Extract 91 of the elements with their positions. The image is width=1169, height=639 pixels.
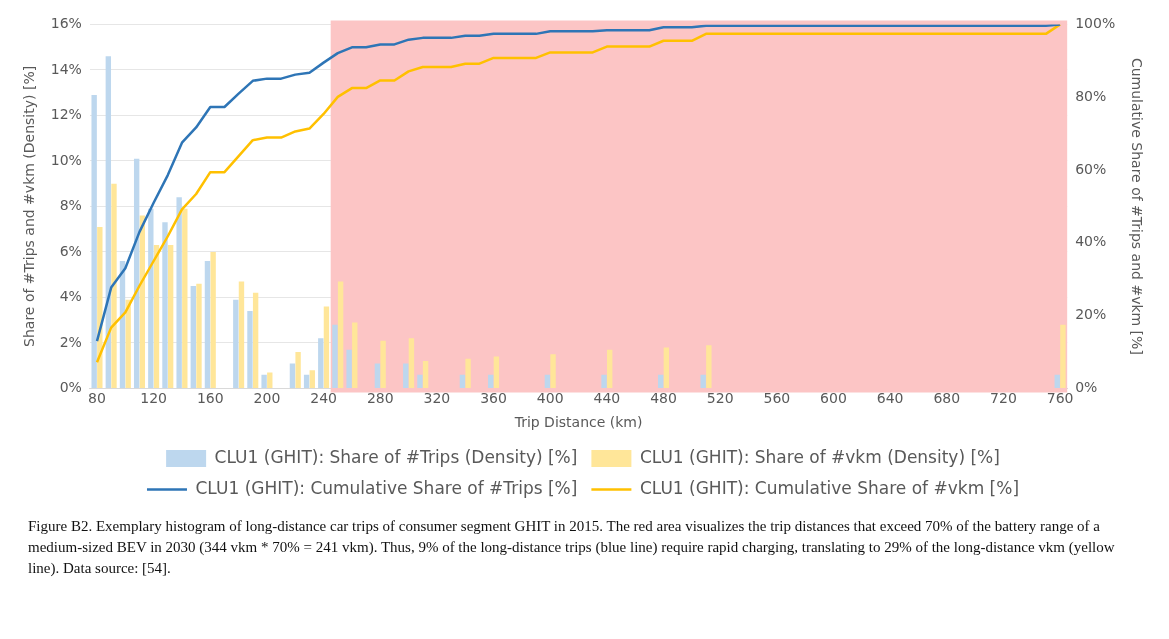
- y2-tick-label: 20%: [1075, 306, 1107, 323]
- bar: [167, 245, 174, 388]
- bar: [261, 374, 267, 388]
- bar: [91, 94, 97, 388]
- bar: [544, 374, 551, 388]
- bar: [346, 349, 352, 388]
- legend-label: CLU1 (GHIT): Share of #Trips (Density) [%]: [214, 446, 578, 467]
- bar: [417, 374, 423, 388]
- y-tick-label: 0%: [59, 379, 82, 396]
- x-tick-label: 200: [253, 390, 281, 407]
- bar: [233, 299, 239, 388]
- legend-label: CLU1 (GHIT): Cumulative Share of #vkm [%]: [639, 477, 1020, 498]
- bar: [706, 345, 712, 388]
- x-tick-label: 640: [876, 390, 904, 407]
- bar: [601, 374, 607, 388]
- y2-tick-label: 60%: [1075, 160, 1107, 177]
- x-tick-label: 240: [310, 390, 337, 407]
- y2-tick-label: 100%: [1075, 15, 1116, 32]
- bar: [408, 338, 415, 388]
- bar: [465, 358, 471, 388]
- x-tick-label: 560: [763, 390, 791, 407]
- legend-label: CLU1 (GHIT): Cumulative Share of #Trips [%]: [195, 477, 578, 498]
- x-tick-label: 120: [140, 390, 168, 407]
- y-tick-label: 12%: [50, 106, 82, 123]
- y-tick-label: 10%: [50, 151, 82, 168]
- caption: Figure B2. Exemplary histogram of long-distance car trips of consumer segment GHIT in 2015. The red area visualizes the trip distances that exceed 70% of the battery range of a medium-sized BEV in 2030 (344 vkm * 70% = 241 vkm). Thus, 9% of the long-distance trips (blue line) require rapid charging, translating to 29% of the long-distance vkm (yellow line). Data source: [54].: [27, 517, 1116, 578]
- bar: [459, 374, 466, 388]
- bar: [210, 251, 216, 388]
- bar: [607, 349, 613, 388]
- x-tick-label: 720: [990, 390, 1017, 407]
- bar: [332, 324, 338, 388]
- x-tick-label: 480: [650, 390, 677, 407]
- x-tick-label: 440: [593, 390, 621, 407]
- bar: [238, 281, 245, 388]
- bar: [488, 374, 494, 388]
- y-tick-label: 8%: [59, 197, 82, 214]
- bar: [700, 374, 706, 388]
- y2-axis-title: Cumulative Share of #Trips and #vkm [%]: [1128, 57, 1145, 355]
- legend-label: CLU1 (GHIT): Share of #vkm (Density) [%]: [639, 446, 1000, 467]
- bar: [196, 283, 202, 388]
- bar: [247, 311, 253, 388]
- bar: [303, 374, 310, 388]
- bar: [252, 292, 259, 388]
- bar: [663, 347, 670, 388]
- x-tick-label: 600: [820, 390, 847, 407]
- bar: [162, 222, 168, 388]
- bar: [176, 197, 182, 388]
- bar: [289, 363, 296, 388]
- bar: [97, 226, 103, 388]
- bar: [153, 245, 160, 388]
- x-tick-label: 760: [1046, 390, 1074, 407]
- bar: [204, 261, 211, 388]
- bar: [182, 208, 188, 388]
- bar: [267, 372, 273, 388]
- bar: [550, 354, 556, 388]
- bar: [323, 306, 330, 388]
- bar: [1060, 324, 1066, 388]
- bar: [309, 370, 315, 388]
- bar: [422, 361, 429, 388]
- x-tick-label: 520: [706, 390, 734, 407]
- y-tick-label: 14%: [50, 60, 82, 77]
- x-tick-label: 80: [88, 390, 106, 407]
- bar: [125, 299, 131, 388]
- bar: [337, 281, 344, 388]
- y-tick-label: 6%: [59, 242, 82, 259]
- y-tick-label: 16%: [50, 15, 82, 32]
- bar: [111, 183, 117, 388]
- bar: [380, 340, 386, 388]
- x-tick-label: 320: [423, 390, 451, 407]
- x-tick-label: 400: [536, 390, 564, 407]
- bar: [1054, 374, 1060, 388]
- x-tick-label: 280: [366, 390, 394, 407]
- y2-tick-label: 80%: [1075, 87, 1107, 104]
- y-axis-title: Share of #Trips and #vkm (Density) [%]: [21, 65, 38, 347]
- x-tick-label: 160: [196, 390, 224, 407]
- y-tick-label: 4%: [59, 288, 82, 305]
- y2-tick-label: 40%: [1075, 233, 1107, 250]
- x-axis-title: Trip Distance (km): [513, 414, 643, 431]
- y2-tick-label: 0%: [1075, 379, 1098, 396]
- bar: [318, 338, 324, 388]
- x-tick-label: 360: [480, 390, 507, 407]
- bar: [295, 352, 301, 388]
- x-tick-label: 680: [933, 390, 961, 407]
- y-tick-label: 2%: [59, 333, 82, 350]
- bar: [374, 363, 381, 388]
- bar: [493, 356, 500, 388]
- bar: [148, 208, 154, 388]
- bar: [658, 374, 664, 388]
- bar: [190, 286, 196, 388]
- bar: [352, 322, 358, 388]
- bar: [403, 363, 409, 388]
